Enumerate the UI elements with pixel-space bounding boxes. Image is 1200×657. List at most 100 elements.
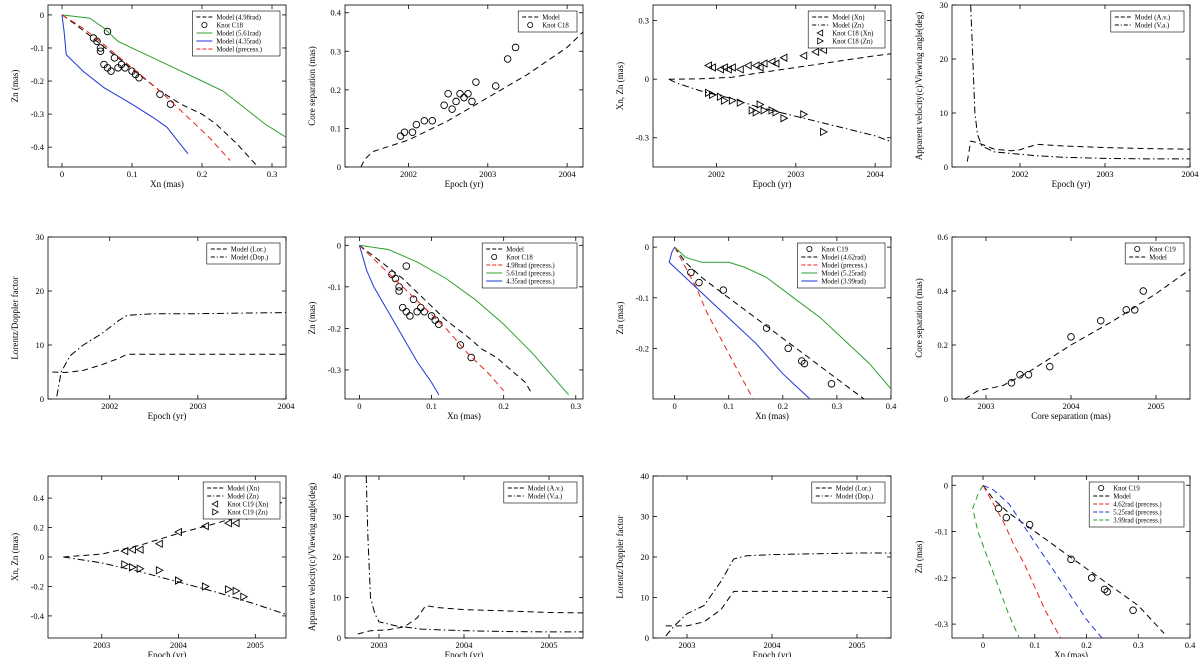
x-axis-label: Epoch (yr)	[148, 411, 187, 421]
y-tick-label: -0.3	[328, 365, 341, 375]
data-point	[735, 65, 744, 74]
y-tick-label: 0	[337, 633, 341, 643]
data-point	[136, 564, 145, 574]
y-tick-label: 0	[40, 394, 44, 404]
plot-area	[668, 45, 891, 143]
data-point	[800, 359, 809, 368]
x-axis-label: Epoch (yr)	[1052, 179, 1091, 189]
y-tick-label: 0	[40, 552, 44, 562]
data-point	[408, 128, 417, 137]
x-tick-label: 0.2	[1081, 640, 1092, 650]
x-tick-label: 0	[673, 401, 677, 411]
y-tick-label: 20	[641, 552, 650, 562]
legend-swatch	[211, 500, 219, 508]
series-line	[61, 14, 286, 138]
legend-swatch	[817, 37, 825, 45]
series-line	[63, 556, 286, 615]
legend-swatch	[527, 21, 534, 28]
data-point	[695, 278, 703, 287]
data-point	[705, 88, 713, 98]
chart-p8: 2003 2004 2005 0 0.2 0.4 0.6 Core separation (m…	[914, 232, 1191, 421]
legend-label: Model (Xn)	[832, 14, 864, 21]
y-tick-label: 40	[641, 471, 650, 481]
data-point	[715, 65, 724, 74]
data-point	[827, 380, 836, 388]
y-tick-label: -0.4	[31, 611, 45, 621]
series-line	[359, 244, 569, 396]
legend-label: Model	[506, 246, 524, 253]
data-point	[103, 27, 112, 36]
data-point	[154, 539, 163, 548]
data-point	[96, 47, 105, 56]
legend: Model (Xn)Model (Zn)Knot C18 (Xn)Knot C1…	[807, 10, 886, 49]
x-tick-label: 0.2	[197, 169, 208, 179]
x-tick-label: 2005	[247, 640, 264, 650]
y-tick-label: 0.3	[638, 16, 649, 26]
data-point	[156, 90, 164, 99]
data-point	[759, 59, 768, 68]
legend-box	[206, 242, 281, 265]
x-tick-label: 2004	[1063, 401, 1081, 411]
x-tick-label: 2004	[867, 169, 885, 179]
x-tick-label: 0.3	[570, 401, 581, 411]
legend-label: Model (Zn)	[832, 22, 864, 29]
legend-label: 5.25rad (precess.)	[1113, 509, 1162, 516]
x-tick-label: 0	[357, 401, 361, 411]
plot-area	[61, 14, 286, 167]
series-line	[966, 140, 1190, 162]
series-line	[674, 246, 891, 390]
legend-label: Model	[1149, 254, 1167, 261]
legend-label: 4.35rad (precess.)	[506, 278, 555, 285]
y-axis-label: Zn (mas)	[307, 302, 317, 335]
x-tick-label: 0.1	[426, 401, 437, 411]
x-axis-label: Core separation (mas)	[1031, 411, 1110, 421]
y-tick-label: 0	[645, 242, 649, 252]
x-tick-label: 0.3	[267, 169, 278, 179]
data-point	[687, 268, 695, 277]
x-tick-label: 2003	[371, 640, 388, 650]
legend-label: Model (4.62rad)	[821, 254, 866, 261]
data-point	[756, 100, 765, 109]
data-point	[704, 61, 712, 70]
y-tick-label: -0.1	[935, 527, 948, 537]
data-point	[200, 521, 209, 531]
legend-label: Model (5.61rad)	[216, 30, 261, 37]
data-point	[402, 308, 411, 316]
data-point	[1067, 555, 1075, 564]
data-point	[231, 518, 240, 528]
data-point	[464, 89, 472, 98]
plot-frame	[47, 236, 287, 400]
legend-label: Model (Xn)	[227, 485, 259, 492]
data-point	[719, 63, 728, 72]
plot-area	[360, 31, 583, 167]
legend-label: Knot C18	[542, 22, 569, 29]
data-point	[709, 90, 717, 100]
data-point	[460, 93, 468, 102]
legend-label: Knot C19	[1113, 485, 1140, 492]
y-tick-label: 0.1	[330, 123, 341, 133]
legend-label: Knot C18 (Xn)	[832, 30, 873, 37]
plot-area	[358, 244, 569, 396]
y-tick-label: 0.2	[33, 523, 44, 533]
x-axis-label: Epoch (yr)	[445, 179, 484, 189]
legend-label: Model (Zn)	[227, 493, 259, 500]
data-point	[396, 132, 405, 140]
x-axis-label: Xn (mas)	[755, 411, 789, 421]
y-tick-label: 10	[333, 593, 342, 603]
y-tick-label: -0.1	[636, 293, 649, 303]
data-point	[768, 106, 777, 115]
legend: Model (A.v.)Model (V.a.)	[503, 481, 578, 504]
data-point	[420, 308, 429, 316]
x-tick-label: 2002	[1012, 169, 1029, 179]
y-axis-label: Zn (mas)	[615, 302, 625, 335]
y-tick-label: 20	[940, 54, 949, 64]
data-point	[400, 128, 409, 137]
y-tick-label: -0.3	[31, 109, 44, 119]
x-axis-label: Xn (mas)	[1054, 650, 1088, 657]
y-tick-label: -0.1	[31, 43, 44, 53]
x-tick-label: 0.3	[832, 401, 843, 411]
y-axis-label: Xn, Zn (mas)	[10, 533, 20, 581]
y-tick-label: -0.3	[636, 133, 649, 143]
